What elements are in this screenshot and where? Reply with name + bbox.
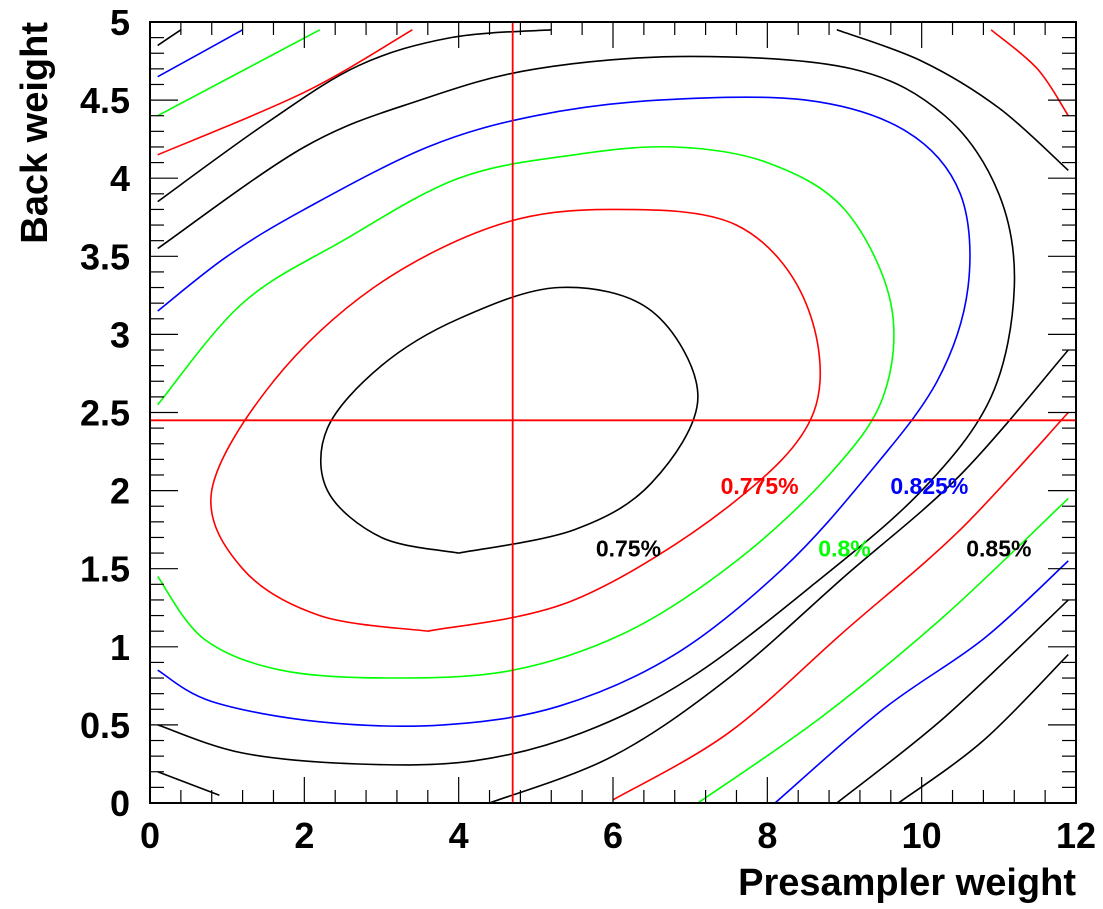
contour-line <box>157 29 552 203</box>
contour-line <box>320 286 699 554</box>
contour-line <box>697 497 1069 804</box>
contour-line <box>990 29 1069 117</box>
contour-level-label: 0.775% <box>721 473 799 499</box>
x-tick-label: 6 <box>603 815 623 856</box>
y-tick-label: 3 <box>110 314 130 355</box>
y-tick-label: 1.5 <box>80 549 130 590</box>
x-tick-label: 12 <box>1056 815 1096 856</box>
y-tick-label: 2 <box>110 471 130 512</box>
contour-line <box>489 349 1069 804</box>
contour-line <box>157 29 413 156</box>
contour-level-label: 0.75% <box>596 535 661 561</box>
y-tick-label: 3.5 <box>80 236 130 277</box>
y-tick-label: 4 <box>110 158 130 199</box>
contour-line <box>774 560 1069 804</box>
contour-line <box>836 29 1069 171</box>
x-tick-label: 0 <box>140 815 160 856</box>
contour-line <box>157 29 321 117</box>
contour-line <box>157 55 1016 766</box>
contour-labels: 0.75% 0.775% 0.8% 0.825% 0.85% <box>596 473 1032 561</box>
contour-line <box>157 96 971 727</box>
y-tick-label: 2.5 <box>80 393 130 434</box>
contour-level-label: 0.825% <box>890 473 968 499</box>
contour-line <box>612 411 1069 801</box>
y-tick-label: 4.5 <box>80 80 130 121</box>
y-tick-label: 1 <box>110 627 130 668</box>
y-tick-label: 0.5 <box>80 705 130 746</box>
minimum-marker <box>150 22 1076 803</box>
x-tick-label: 8 <box>757 815 777 856</box>
contour-line <box>898 654 1069 804</box>
contour-line <box>157 771 220 796</box>
contour-level-label: 0.8% <box>818 535 870 561</box>
contour-line <box>157 29 182 47</box>
contour-line <box>210 208 822 632</box>
contour-line <box>157 145 895 679</box>
y-axis-label: Back weight <box>14 22 56 244</box>
x-tick-label: 4 <box>449 815 469 856</box>
contour-line <box>157 29 243 78</box>
x-tick-label: 2 <box>294 815 314 856</box>
axis-ticks <box>149 21 1077 804</box>
contour-level-label: 0.85% <box>966 535 1031 561</box>
x-axis-label: Presampler weight <box>738 862 1076 904</box>
tick-labels: 0 2 4 6 8 10 12 0 0.5 1 1.5 2 2.5 3 3.5 4 4.5 5 <box>80 2 1096 856</box>
contour-line <box>836 599 1069 804</box>
y-tick-label: 5 <box>110 2 130 43</box>
contour-lines <box>157 29 1069 804</box>
x-tick-label: 10 <box>902 815 942 856</box>
y-tick-label: 0 <box>110 783 130 824</box>
